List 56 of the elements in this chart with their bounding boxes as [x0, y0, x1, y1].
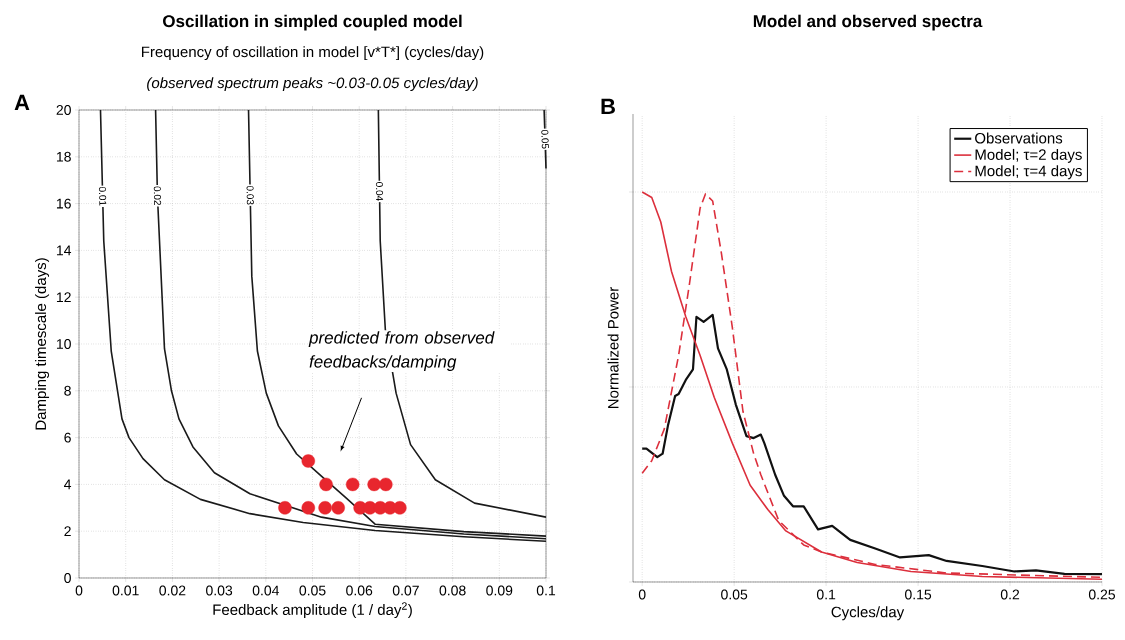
legend-label: Model; τ=4 days [975, 165, 1082, 180]
x-tick-label: 0.08 [439, 585, 466, 596]
text: (observed spectrum peaks ~0.03-0.05 cycles/day) [147, 77, 478, 92]
text: 0.05 [541, 129, 549, 149]
x-tick-label: 0.2 [1000, 589, 1020, 600]
point [319, 477, 333, 492]
x-tick-label: 0.06 [346, 585, 373, 596]
x-tick-label: 0.07 [392, 585, 419, 596]
y-axis-title: Damping timescale (days) [35, 258, 50, 430]
x-tick-label: 0.02 [159, 585, 186, 596]
y-tick-label: 18 [56, 151, 71, 162]
y-tick-label: 10 [56, 339, 71, 349]
y-tick-label: 8 [64, 385, 71, 396]
legend-label: Observations [975, 132, 1063, 144]
point [345, 477, 360, 492]
x-tick-label: 0.15 [905, 589, 932, 600]
x-tick-label: 0.25 [1088, 589, 1116, 600]
text: 0.03 [246, 185, 254, 205]
x-tick-label: 0.04 [252, 585, 280, 596]
x-tick-label: 0.1 [536, 585, 556, 596]
point [379, 477, 393, 492]
x-tick-label: 0.05 [721, 589, 748, 600]
annotation: predicted from observed feedbacks/damping [308, 331, 495, 371]
y-axis-title: Normalized Power [607, 287, 619, 409]
y-tick-label: 4 [64, 479, 72, 490]
point [318, 501, 332, 515]
text: 0.01 [98, 186, 107, 206]
y-tick-label: 14 [56, 245, 72, 256]
x-axis-title: Feedback amplitude (1 / day$^{2}$) [213, 602, 412, 618]
point [331, 501, 345, 515]
text: B [601, 98, 615, 114]
x-tick-label: 0 [638, 589, 646, 600]
chart-subtitle: Frequency of oscillation in model [v*T*] (cycles/day) [142, 46, 484, 61]
x-tick-label: 0.09 [486, 585, 513, 596]
y-tick-label: 0 [64, 573, 71, 583]
chart-title: Model and observed spectra [753, 14, 983, 31]
point [301, 501, 316, 515]
y-tick-label: 2 [64, 526, 71, 537]
x-axis-title: Cycles/day [831, 606, 905, 621]
x-tick-label: 0.05 [299, 585, 326, 596]
text: A [14, 94, 30, 110]
y-tick-label: 6 [64, 432, 71, 443]
y-tick-label: 12 [56, 292, 71, 303]
text: 0.04 [375, 182, 384, 201]
x-tick-label: 0.03 [206, 585, 233, 596]
chart-title: Oscillation in simpled coupled model [163, 14, 462, 31]
legend-label: Model; τ=2 days [975, 148, 1082, 163]
y-tick-label: 16 [56, 198, 71, 209]
x-tick-label: 0.01 [112, 585, 139, 596]
point [367, 477, 381, 492]
point [301, 454, 316, 468]
x-tick-label: 0 [75, 585, 83, 596]
y-tick-label: 20 [56, 105, 71, 115]
x-tick-label: 0.1 [816, 589, 836, 600]
point [278, 501, 292, 515]
point [393, 501, 407, 515]
